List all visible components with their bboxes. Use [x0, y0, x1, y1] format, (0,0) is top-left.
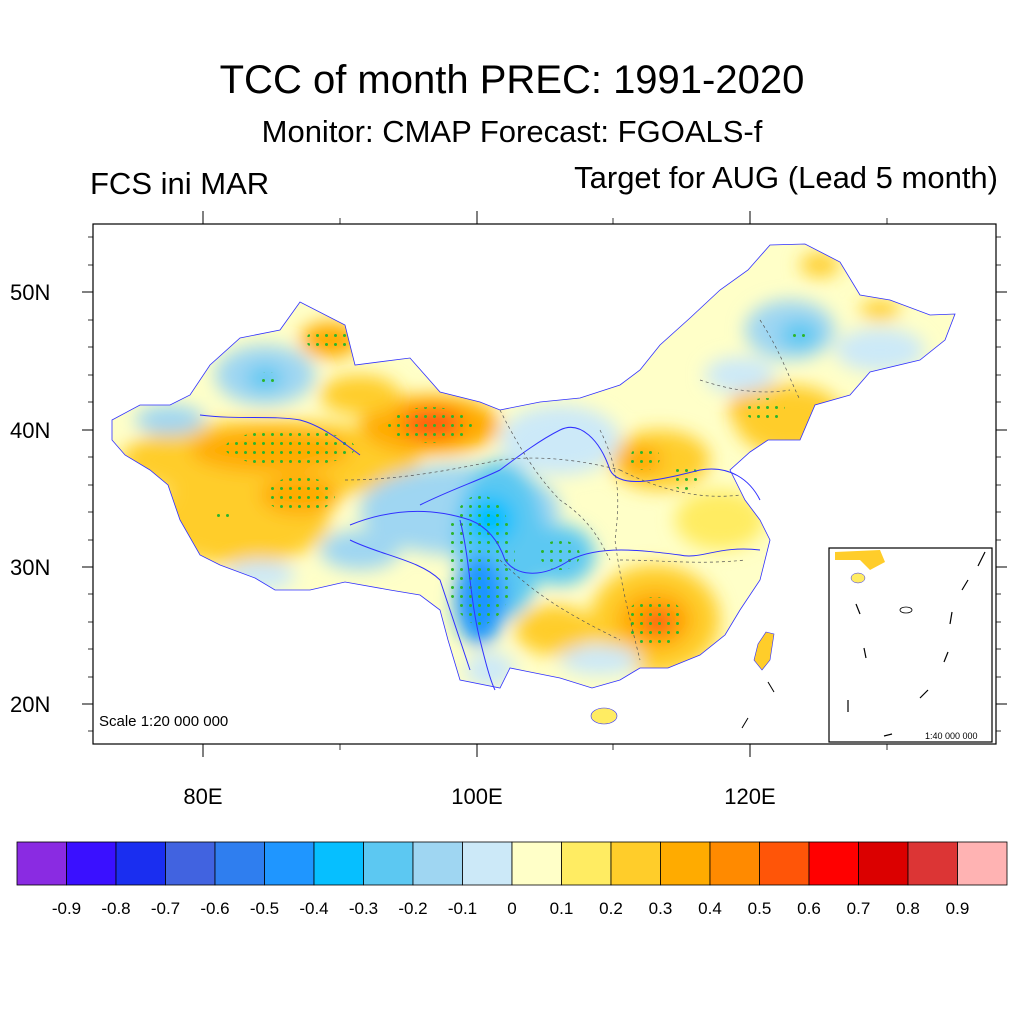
- lon-label-100e: 100E: [451, 784, 502, 809]
- colorbar-label: -0.6: [200, 899, 229, 918]
- colorbar-label: -0.3: [349, 899, 378, 918]
- colorbar-label: 0: [507, 899, 516, 918]
- colorbar-swatch: [363, 841, 414, 886]
- colorbar-label: 0.3: [649, 899, 673, 918]
- chart-subtitle: Monitor: CMAP Forecast: FGOALS-f: [261, 114, 763, 149]
- colorbar-swatch: [16, 841, 67, 886]
- rivers: [199, 414, 761, 691]
- south-china-sea-inset: 1:40 000 000: [828, 547, 993, 743]
- inset-scale-label: 1:40 000 000: [925, 731, 978, 741]
- lat-minor-ticks: [88, 236, 1001, 732]
- lat-label-20n: 20N: [10, 692, 50, 717]
- lon-label-120e: 120E: [724, 784, 775, 809]
- initialization-label: FCS ini MAR: [90, 166, 270, 201]
- colorbar-swatch: [561, 841, 612, 886]
- colorbar-label: 0.4: [698, 899, 722, 918]
- map-scale-label: Scale 1:20 000 000: [99, 713, 228, 730]
- colorbar-swatch: [264, 841, 315, 886]
- colorbar-swatch: [412, 841, 463, 886]
- china-border: [111, 243, 956, 689]
- colorbar-label: 0.2: [599, 899, 623, 918]
- lat-label-30n: 30N: [10, 555, 50, 580]
- colorbar-swatch: [858, 841, 909, 886]
- colorbar-swatch: [66, 841, 117, 886]
- colorbar-swatch: [957, 841, 1008, 886]
- colorbar-swatch: [759, 841, 810, 886]
- colorbar-swatch: [511, 841, 562, 886]
- colorbar-label: -0.1: [448, 899, 477, 918]
- colorbar: -0.9 -0.8 -0.7 -0.6 -0.5 -0.4 -0.3 -0.2 -0.1 0 0.1…: [16, 841, 1008, 918]
- colorbar-label: -0.5: [250, 899, 279, 918]
- lat-label-50n: 50N: [10, 280, 50, 305]
- colorbar-label: 0.1: [550, 899, 574, 918]
- colorbar-swatch: [709, 841, 760, 886]
- colorbar-label: 0.8: [896, 899, 920, 918]
- colorbar-swatch: [907, 841, 958, 886]
- colorbar-label: -0.9: [52, 899, 81, 918]
- colorbar-swatch: [462, 841, 513, 886]
- colorbar-label: 0.5: [748, 899, 772, 918]
- lon-ticks: [202, 211, 751, 757]
- colorbar-label: -0.4: [299, 899, 328, 918]
- colorbar-label: 0.6: [797, 899, 821, 918]
- colorbar-label: -0.2: [398, 899, 427, 918]
- target-label: Target for AUG (Lead 5 month): [574, 160, 998, 195]
- colorbar-swatch: [313, 841, 364, 886]
- hainan-island: [590, 707, 618, 725]
- lon-minor-ticks: [339, 218, 888, 750]
- colorbar-label: -0.8: [101, 899, 130, 918]
- colorbar-swatch: [214, 841, 265, 886]
- chart-title: TCC of month PREC: 1991-2020: [219, 58, 805, 102]
- province-borders: [344, 319, 801, 661]
- colorbar-label: -0.7: [151, 899, 180, 918]
- lat-label-40n: 40N: [10, 418, 50, 443]
- colorbar-swatch: [165, 841, 216, 886]
- colorbar-label: 0.7: [847, 899, 871, 918]
- significance-stippling: [212, 328, 808, 647]
- colorbar-swatch: [660, 841, 711, 886]
- colorbar-swatch: [808, 841, 859, 886]
- taiwan-island: [753, 631, 775, 671]
- lat-ticks: [82, 291, 1007, 705]
- colorbar-swatch: [115, 841, 166, 886]
- colorbar-swatch: [610, 841, 661, 886]
- lon-label-80e: 80E: [183, 784, 222, 809]
- colorbar-label: 0.9: [946, 899, 970, 918]
